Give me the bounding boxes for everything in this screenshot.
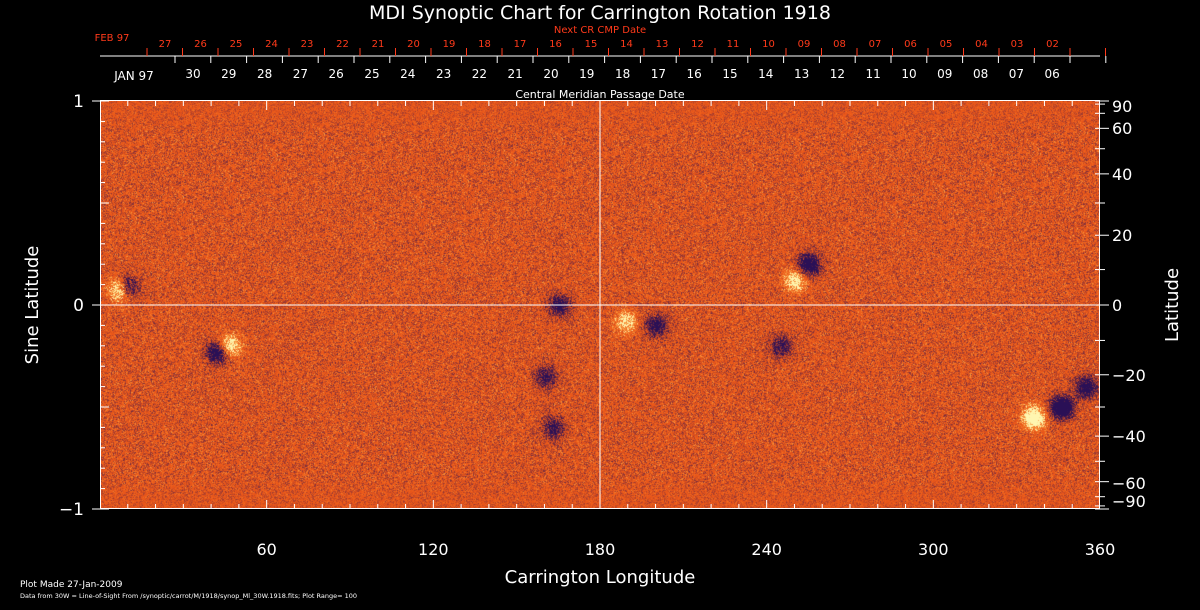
cmp-day-label: 16 <box>687 67 702 81</box>
y-left-tick-label: 0 <box>73 296 84 316</box>
x-tick-label: 300 <box>918 540 949 559</box>
cmp-month-label: JAN 97 <box>113 69 154 83</box>
next-cr-day-label: 14 <box>620 39 633 50</box>
cmp-day-label: 11 <box>866 67 881 81</box>
y-right-tick-label: 0 <box>1112 296 1122 315</box>
cmp-day-label: 20 <box>543 67 558 81</box>
next-cr-day-label: 24 <box>265 39 278 50</box>
next-cr-label: Next CR CMP Date <box>554 25 646 36</box>
cmp-label: Central Meridian Passage Date <box>515 88 684 101</box>
chart-title: MDI Synoptic Chart for Carrington Rotati… <box>369 2 831 24</box>
cmp-day-label: 12 <box>830 67 845 81</box>
x-axis: 60 120 180 240 300 360 <box>127 101 1116 559</box>
next-cr-day-label: 19 <box>443 39 456 50</box>
next-cr-day-label: 25 <box>230 39 243 50</box>
cmp-day-label: 15 <box>722 67 737 81</box>
date-axis: 27 26 25 24 23 22 21 20 19 18 17 16 15 14 13 12 11 10 09 08… <box>146 39 1107 81</box>
next-cr-day-label: 13 <box>656 39 669 50</box>
x-axis-label: Carrington Longitude <box>505 567 696 588</box>
next-cr-day-label: 10 <box>762 39 775 50</box>
y-axis-left-label: Sine Latitude <box>22 246 43 365</box>
cmp-day-label: 08 <box>973 67 988 81</box>
cmp-day-label: 18 <box>615 67 630 81</box>
cmp-day-label: 28 <box>257 67 272 81</box>
next-cr-day-label: 09 <box>798 39 811 50</box>
y-right-tick-label: −20 <box>1112 366 1146 385</box>
next-cr-day-label: 20 <box>407 39 420 50</box>
next-cr-day-label: 21 <box>372 39 385 50</box>
next-cr-day-label: 15 <box>585 39 598 50</box>
x-tick-label: 120 <box>418 540 449 559</box>
next-cr-day-label: 06 <box>904 39 917 50</box>
next-cr-day-label: 02 <box>1046 39 1059 50</box>
y-right-tick-label: 40 <box>1112 165 1132 184</box>
cmp-day-label: 14 <box>758 67 773 81</box>
x-tick-label: 360 <box>1085 540 1116 559</box>
y-right-tick-label: 60 <box>1112 119 1132 138</box>
next-cr-day-label: 16 <box>549 39 562 50</box>
cmp-day-label: 22 <box>472 67 487 81</box>
x-tick-label: 60 <box>256 540 276 559</box>
y-right-tick-label: −60 <box>1112 474 1146 493</box>
cmp-day-label: 09 <box>937 67 952 81</box>
next-cr-day-label: 18 <box>478 39 491 50</box>
cmp-day-label: 26 <box>329 67 344 81</box>
y-right-tick-label: 90 <box>1112 97 1132 116</box>
next-cr-day-label: 07 <box>869 39 882 50</box>
data-source-note: Data from 30W = Line-of-Sight From /syno… <box>20 592 357 600</box>
cmp-day-label: 13 <box>794 67 809 81</box>
next-cr-day-label: 12 <box>691 39 704 50</box>
next-cr-day-label: 17 <box>514 39 527 50</box>
cmp-day-label: 21 <box>508 67 523 81</box>
next-cr-day-label: 04 <box>975 39 988 50</box>
next-cr-day-label: 03 <box>1011 39 1024 50</box>
cmp-day-label: 24 <box>400 67 415 81</box>
y-right-tick-label: −40 <box>1112 427 1146 446</box>
cmp-day-label: 23 <box>436 67 451 81</box>
y-axis-left: 1 0 −1 <box>59 92 109 520</box>
x-tick-label: 240 <box>751 540 782 559</box>
next-cr-day-label: 27 <box>159 39 172 50</box>
cmp-day-label: 27 <box>293 67 308 81</box>
cmp-day-label: 29 <box>221 67 236 81</box>
y-right-tick-label: 20 <box>1112 226 1132 245</box>
next-cr-day-label: 08 <box>833 39 846 50</box>
x-tick-label: 180 <box>585 540 616 559</box>
cmp-day-label: 17 <box>651 67 666 81</box>
y-axis-right-label: Latitude <box>1162 268 1183 342</box>
plot-made-note: Plot Made 27-Jan-2009 <box>20 580 123 590</box>
cmp-day-label: 10 <box>901 67 916 81</box>
next-cr-day-label: 26 <box>194 39 207 50</box>
next-cr-day-label: 22 <box>336 39 349 50</box>
y-left-tick-label: 1 <box>73 92 84 112</box>
next-cr-day-label: 05 <box>940 39 953 50</box>
cmp-day-label: 30 <box>185 67 200 81</box>
cmp-day-label: 07 <box>1009 67 1024 81</box>
next-cr-month-label: FEB 97 <box>95 33 130 44</box>
cmp-day-label: 19 <box>579 67 594 81</box>
y-right-tick-label: −90 <box>1112 492 1146 511</box>
y-left-tick-label: −1 <box>59 500 84 520</box>
cmp-day-label: 06 <box>1045 67 1060 81</box>
next-cr-day-label: 11 <box>727 39 740 50</box>
next-cr-day-label: 23 <box>301 39 314 50</box>
cmp-day-label: 25 <box>364 67 379 81</box>
y-axis-right: 90 60 40 20 0 −20 −40 −60−90 <box>1095 97 1146 511</box>
